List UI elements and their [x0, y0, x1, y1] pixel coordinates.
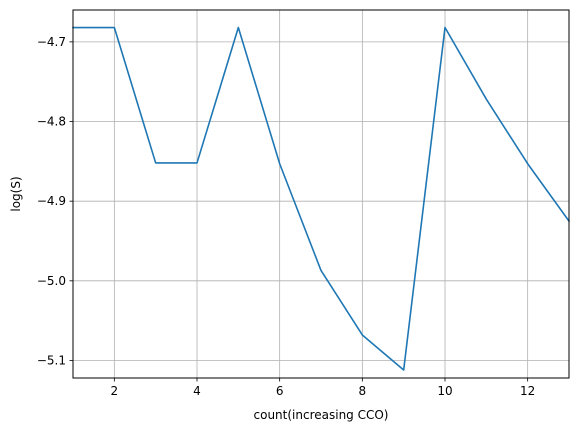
y-tick-label: −4.8 [37, 115, 66, 129]
x-tick-label: 4 [193, 384, 201, 398]
axis-ticks: 2 4 6 8 10 12 −4.7 −4.8 −4.9 −5.0 −5.1 [37, 35, 535, 398]
x-tick-label: 6 [276, 384, 284, 398]
y-tick-label: −5.0 [37, 274, 66, 288]
x-tick-label: 12 [520, 384, 535, 398]
x-axis-label: count(increasing CCO) [254, 408, 389, 422]
x-tick-label: 8 [359, 384, 367, 398]
y-tick-label: −4.7 [37, 35, 66, 49]
x-tick-label: 10 [437, 384, 452, 398]
series-line-0 [72, 26, 571, 371]
y-axis-label: log(S) [9, 176, 23, 211]
x-tick-label: 2 [111, 384, 119, 398]
y-tick-label: −4.9 [37, 194, 66, 208]
y-tick-label: −5.1 [37, 353, 66, 367]
grid-lines [73, 10, 569, 378]
plot-frame [72, 9, 570, 379]
series-layer [72, 26, 571, 371]
